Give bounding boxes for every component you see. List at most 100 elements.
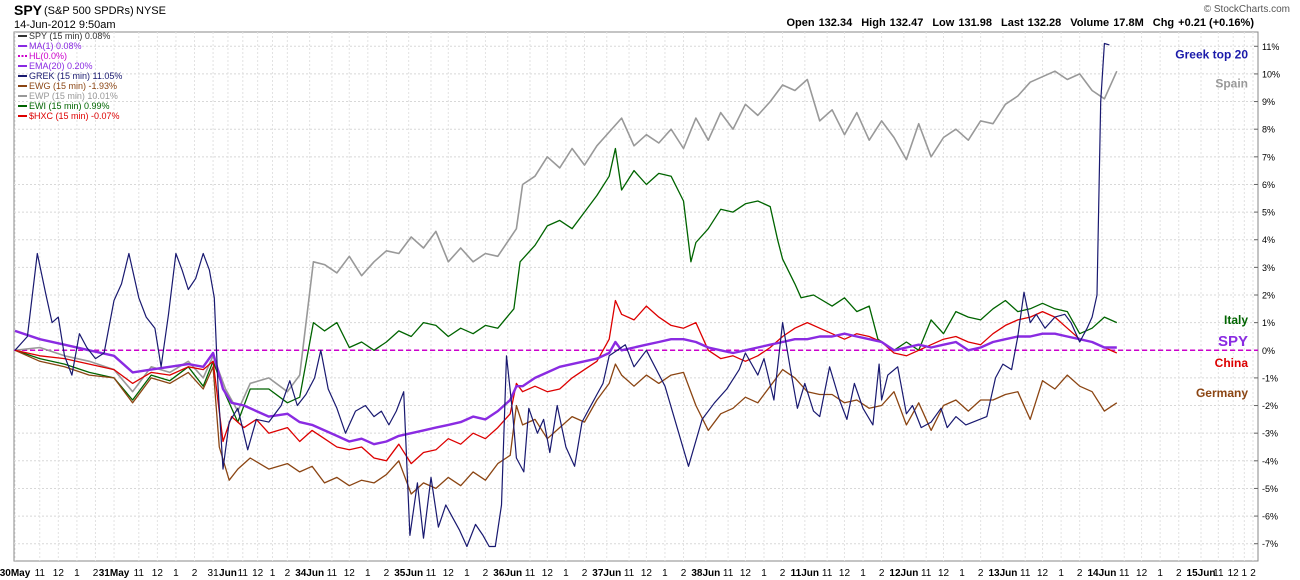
x-tick-label: 1 bbox=[662, 568, 668, 579]
stat-value-0: 132.34 bbox=[819, 17, 854, 29]
legend-entry: GREK (15 min) 11.05% bbox=[29, 71, 122, 81]
x-tick-label: 12 bbox=[152, 568, 164, 579]
x-tick-label: 2 bbox=[978, 568, 984, 579]
price-stats: +0.21 (+0.16%) Chg 17.8M Volume 132.28 Last 13… bbox=[786, 17, 1254, 29]
x-tick-label: 12 bbox=[938, 568, 950, 579]
x-tick-label: 12 bbox=[1136, 568, 1148, 579]
x-tick-label: 14Jun bbox=[1088, 568, 1117, 579]
y-tick-label: -2% bbox=[1262, 401, 1278, 411]
x-tick-label: 12 bbox=[443, 568, 455, 579]
exchange-label: NYSE bbox=[136, 5, 166, 17]
stat-label-0: Open bbox=[786, 17, 814, 29]
x-tick-label: 11 bbox=[327, 568, 338, 579]
x-tick-label: 1 bbox=[563, 568, 569, 579]
series-lines bbox=[14, 42, 1118, 548]
x-tick-label: 11 bbox=[238, 568, 249, 579]
x-tick-label: 2 bbox=[384, 568, 390, 579]
legend-entry: EWP (15 min) 10.01% bbox=[29, 91, 118, 101]
x-tick-label: 12 bbox=[641, 568, 653, 579]
x-tick-label: 12Jun bbox=[889, 568, 918, 579]
series-line-grek bbox=[14, 42, 1110, 548]
y-tick-label: 0% bbox=[1262, 346, 1275, 356]
y-tick-label: 8% bbox=[1262, 125, 1275, 135]
legend-entry: MA(1) 0.08% bbox=[29, 41, 82, 51]
x-tick-label: 15Jun bbox=[1187, 568, 1216, 579]
x-tick-label: 12 bbox=[740, 568, 752, 579]
x-tick-label: 2 bbox=[1077, 568, 1083, 579]
x-tick-label: 1 bbox=[74, 568, 80, 579]
brand-label: © StockCharts.com bbox=[1204, 4, 1290, 15]
x-tick-label: 13Jun bbox=[988, 568, 1017, 579]
x-tick-label: 11 bbox=[1020, 568, 1031, 579]
x-tick-label: 2 bbox=[879, 568, 885, 579]
x-tick-label: 11 bbox=[1119, 568, 1130, 579]
x-tick-label: 11 bbox=[426, 568, 437, 579]
y-tick-label: -5% bbox=[1262, 484, 1278, 494]
annotation-label: Spain bbox=[1215, 77, 1248, 91]
x-tick-label: 12 bbox=[252, 568, 264, 579]
y-tick-label: -7% bbox=[1262, 539, 1278, 549]
x-tick-label: 12 bbox=[53, 568, 65, 579]
x-tick-label: 1 bbox=[761, 568, 767, 579]
x-tick-label: 11 bbox=[1213, 568, 1224, 579]
series-line-hxc bbox=[14, 299, 1118, 465]
x-tick-label: 2 bbox=[1250, 568, 1256, 579]
x-tick-label: 11 bbox=[134, 568, 145, 579]
x-tick-label: 1 bbox=[464, 568, 470, 579]
x-tick-label: 2 bbox=[93, 568, 99, 579]
y-tick-label: 10% bbox=[1262, 69, 1280, 79]
stat-label-3: Last bbox=[1001, 17, 1024, 29]
x-tick-label: 35Jun bbox=[394, 568, 423, 579]
x-tick-label: 38Jun bbox=[691, 568, 720, 579]
x-tick-label: 1 bbox=[959, 568, 965, 579]
y-tick-label: -6% bbox=[1262, 512, 1278, 522]
annotation-label: Italy bbox=[1224, 313, 1248, 327]
x-tick-label: 1 bbox=[1242, 568, 1248, 579]
legend-entry: SPY (15 min) 0.08% bbox=[29, 31, 110, 41]
legend-entry: EMA(20) 0.20% bbox=[29, 61, 93, 71]
series-annotations: Greek top 20 Spain Italy SPY China Germany bbox=[1175, 48, 1248, 401]
x-axis-tick-labels: 30May 11 12 1 2 31May 11 12 1 2 31 Jun 11 12 1 2 34Jun 11… bbox=[0, 568, 1256, 579]
stat-value-5: +0.21 (+0.16%) bbox=[1178, 17, 1254, 29]
x-tick-label: 12 bbox=[1228, 568, 1240, 579]
x-tick-label: 12 bbox=[1037, 568, 1049, 579]
chart-header: SPY (S&P 500 SPDRs) NYSE 14-Jun-2012 9:5… bbox=[14, 2, 1290, 31]
x-tick-label: 31May bbox=[99, 568, 130, 579]
stat-label-2: Low bbox=[932, 17, 954, 29]
legend-entry: HL(0.0%) bbox=[29, 51, 67, 61]
x-tick-label: 2 bbox=[681, 568, 687, 579]
security-name: (S&P 500 SPDRs) bbox=[44, 5, 134, 17]
x-tick-label: 1 bbox=[860, 568, 866, 579]
x-tick-label: 2 bbox=[1176, 568, 1182, 579]
y-tick-label: 11% bbox=[1262, 42, 1279, 52]
annotation-label: Germany bbox=[1196, 386, 1248, 400]
x-tick-label: 11 bbox=[35, 568, 46, 579]
x-tick-label: 36Jun bbox=[493, 568, 522, 579]
series-line-ewp bbox=[14, 70, 1118, 412]
annotation-label: SPY bbox=[1218, 333, 1248, 350]
y-tick-label: 4% bbox=[1262, 235, 1275, 245]
plot-frame bbox=[13, 31, 1259, 562]
stat-label-5: Chg bbox=[1153, 17, 1174, 29]
stat-label-1: High bbox=[861, 17, 886, 29]
y-tick-label: 9% bbox=[1262, 97, 1275, 107]
x-tick-label: 2 bbox=[582, 568, 588, 579]
y-tick-label: -4% bbox=[1262, 456, 1278, 466]
x-tick-label: 1 bbox=[1058, 568, 1064, 579]
stat-value-2: 131.98 bbox=[958, 17, 992, 29]
series-line-ewi bbox=[14, 147, 1118, 423]
legend-entry: EWI (15 min) 0.99% bbox=[29, 101, 110, 111]
x-tick-label: 1 bbox=[270, 568, 276, 579]
y-tick-label: 1% bbox=[1262, 318, 1275, 328]
x-tick-label: 12 bbox=[344, 568, 356, 579]
x-tick-label: 11 bbox=[624, 568, 635, 579]
y-tick-label: 6% bbox=[1262, 180, 1275, 190]
x-tick-label: 12 bbox=[839, 568, 851, 579]
y-tick-label: -1% bbox=[1262, 373, 1278, 383]
x-tick-label: 2 bbox=[192, 568, 198, 579]
x-tick-label: Jun bbox=[219, 568, 237, 579]
x-tick-label: 2 bbox=[780, 568, 786, 579]
x-tick-label: 34Jun bbox=[295, 568, 324, 579]
stat-value-4: 17.8M bbox=[1113, 17, 1144, 29]
x-tick-label: 1 bbox=[1157, 568, 1163, 579]
